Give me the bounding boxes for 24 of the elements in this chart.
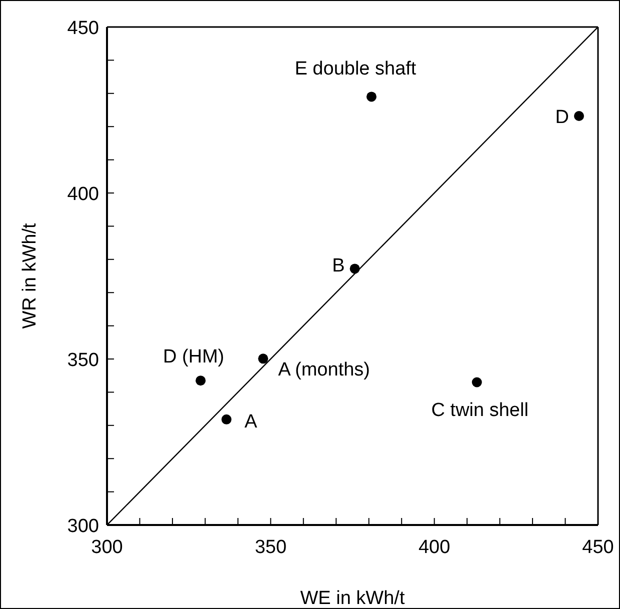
point xyxy=(574,110,584,121)
annotation: D xyxy=(555,106,570,128)
x-tick-label: 400 xyxy=(418,537,450,558)
point xyxy=(196,376,206,386)
annotation: A (months) xyxy=(278,360,370,381)
annotation: C twin shell xyxy=(431,400,528,422)
annotation: A xyxy=(244,411,258,432)
y-tick-label: 400 xyxy=(67,184,99,205)
point xyxy=(366,92,376,102)
annotation: E double shaft xyxy=(294,58,417,80)
x-tick-label: 350 xyxy=(254,537,287,558)
point xyxy=(472,377,482,388)
x-tick-label: 450 xyxy=(582,537,614,558)
annotation: D (HM) xyxy=(163,346,224,368)
point xyxy=(258,354,268,364)
y-tick-label: 300 xyxy=(67,516,99,537)
x-tick-label: 300 xyxy=(91,537,123,558)
point xyxy=(221,414,232,424)
x-axis-title: WE in kWh/t xyxy=(300,588,406,609)
y-axis-title: WR in kWh/t xyxy=(20,222,41,329)
y-tick-label: 450 xyxy=(67,18,99,39)
y-tick-label: 350 xyxy=(67,350,99,371)
annotation: B xyxy=(332,256,345,277)
point xyxy=(350,264,360,274)
